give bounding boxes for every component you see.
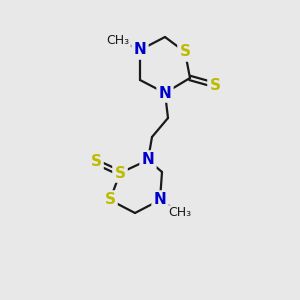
Text: S: S: [91, 154, 101, 169]
Text: S: S: [104, 193, 116, 208]
Text: S: S: [209, 77, 220, 92]
Text: S: S: [179, 44, 191, 59]
Text: N: N: [154, 193, 166, 208]
Text: N: N: [134, 43, 146, 58]
Text: N: N: [159, 85, 171, 100]
Text: CH₃: CH₃: [106, 34, 130, 46]
Text: CH₃: CH₃: [168, 206, 192, 220]
Text: N: N: [142, 152, 154, 167]
Text: S: S: [115, 166, 125, 181]
